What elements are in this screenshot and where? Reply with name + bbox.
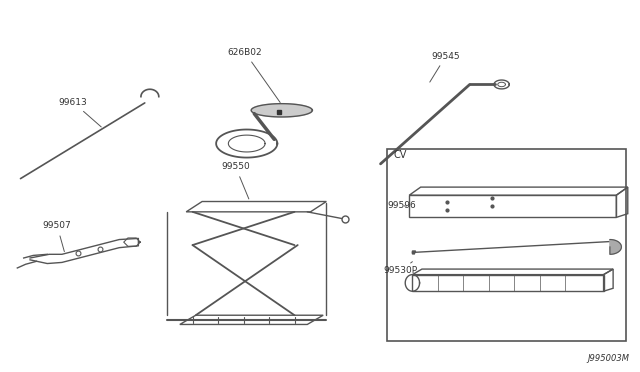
- Polygon shape: [252, 104, 312, 117]
- Text: 99550: 99550: [221, 163, 250, 199]
- Text: 99613: 99613: [59, 98, 101, 127]
- Text: 626B02: 626B02: [228, 48, 280, 103]
- Text: 99596: 99596: [387, 201, 415, 210]
- Text: CV: CV: [394, 150, 406, 160]
- Text: 99507: 99507: [43, 221, 72, 251]
- Text: 99545: 99545: [430, 52, 460, 82]
- FancyBboxPatch shape: [387, 149, 626, 341]
- Text: 99530P: 99530P: [384, 262, 418, 275]
- Polygon shape: [610, 240, 621, 254]
- Polygon shape: [412, 251, 415, 254]
- Text: J995003M: J995003M: [587, 355, 629, 363]
